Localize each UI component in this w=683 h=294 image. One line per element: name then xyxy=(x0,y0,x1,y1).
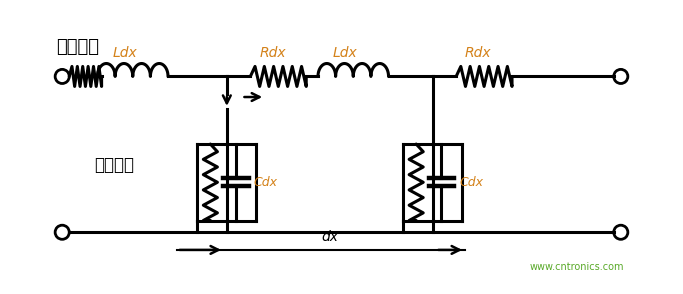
Text: dx: dx xyxy=(321,230,338,244)
Text: Cdx: Cdx xyxy=(459,176,483,189)
Text: Rdx: Rdx xyxy=(259,46,285,60)
Text: www.cntronics.com: www.cntronics.com xyxy=(529,262,624,272)
Text: 介电损耗: 介电损耗 xyxy=(94,156,135,174)
Text: Cdx: Cdx xyxy=(253,176,277,189)
Text: Ldx: Ldx xyxy=(112,46,137,60)
Text: 集肤效应: 集肤效应 xyxy=(56,38,99,56)
Text: Rdx: Rdx xyxy=(465,46,492,60)
Text: Ldx: Ldx xyxy=(333,46,357,60)
